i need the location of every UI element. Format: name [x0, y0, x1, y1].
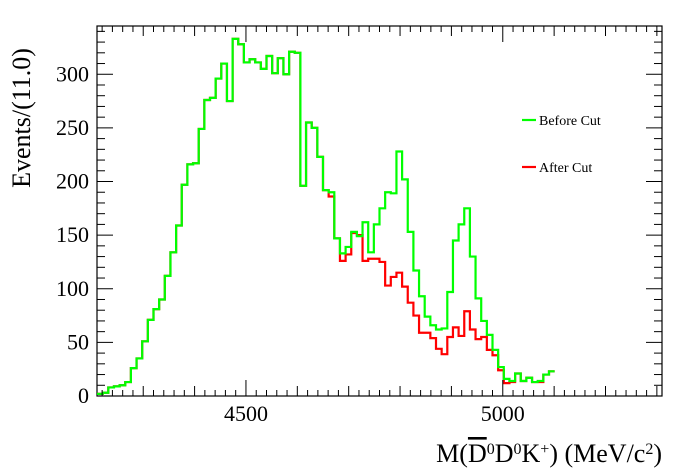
x-axis-title-close: )	[653, 439, 662, 468]
y-tick-label: 200	[56, 169, 89, 194]
x-tick-label: 4500	[224, 401, 268, 426]
y-tick-label: 0	[78, 383, 89, 408]
series-layer	[97, 37, 555, 395]
x-axis-title-k-sup: +	[540, 441, 549, 458]
x-axis-title-dbar: D	[468, 439, 487, 468]
x-axis-title-d-sup: 0	[514, 441, 522, 458]
y-tick-label: 150	[56, 222, 89, 247]
legend-label: Before Cut	[539, 114, 601, 129]
x-axis-title-dbar-sup: 0	[487, 441, 495, 458]
series-after-cut	[97, 37, 555, 395]
legend-label: After Cut	[539, 161, 592, 176]
y-tick-label: 100	[56, 276, 89, 301]
axis-ticks: 4500 5000 0 50 100 150 200 250 300	[56, 26, 662, 426]
legend: Before Cut After Cut	[522, 114, 601, 176]
x-axis-title-prefix: M(	[436, 439, 468, 468]
y-tick-label: 50	[67, 329, 89, 354]
x-axis-title-d: D	[495, 439, 514, 468]
series-before-cut	[97, 37, 555, 395]
x-axis-title-unit: ) (MeV/c	[549, 439, 645, 468]
y-tick-label: 250	[56, 115, 89, 140]
x-axis-title: M(D0D0K+) (MeV/c2)	[436, 439, 662, 468]
x-tick-label: 5000	[481, 401, 525, 426]
y-axis-title: Events/(11.0)	[7, 48, 36, 188]
x-axis-title-unit-sup: 2	[645, 441, 653, 458]
x-axis-title-k: K	[522, 439, 541, 468]
y-tick-label: 300	[56, 61, 89, 86]
